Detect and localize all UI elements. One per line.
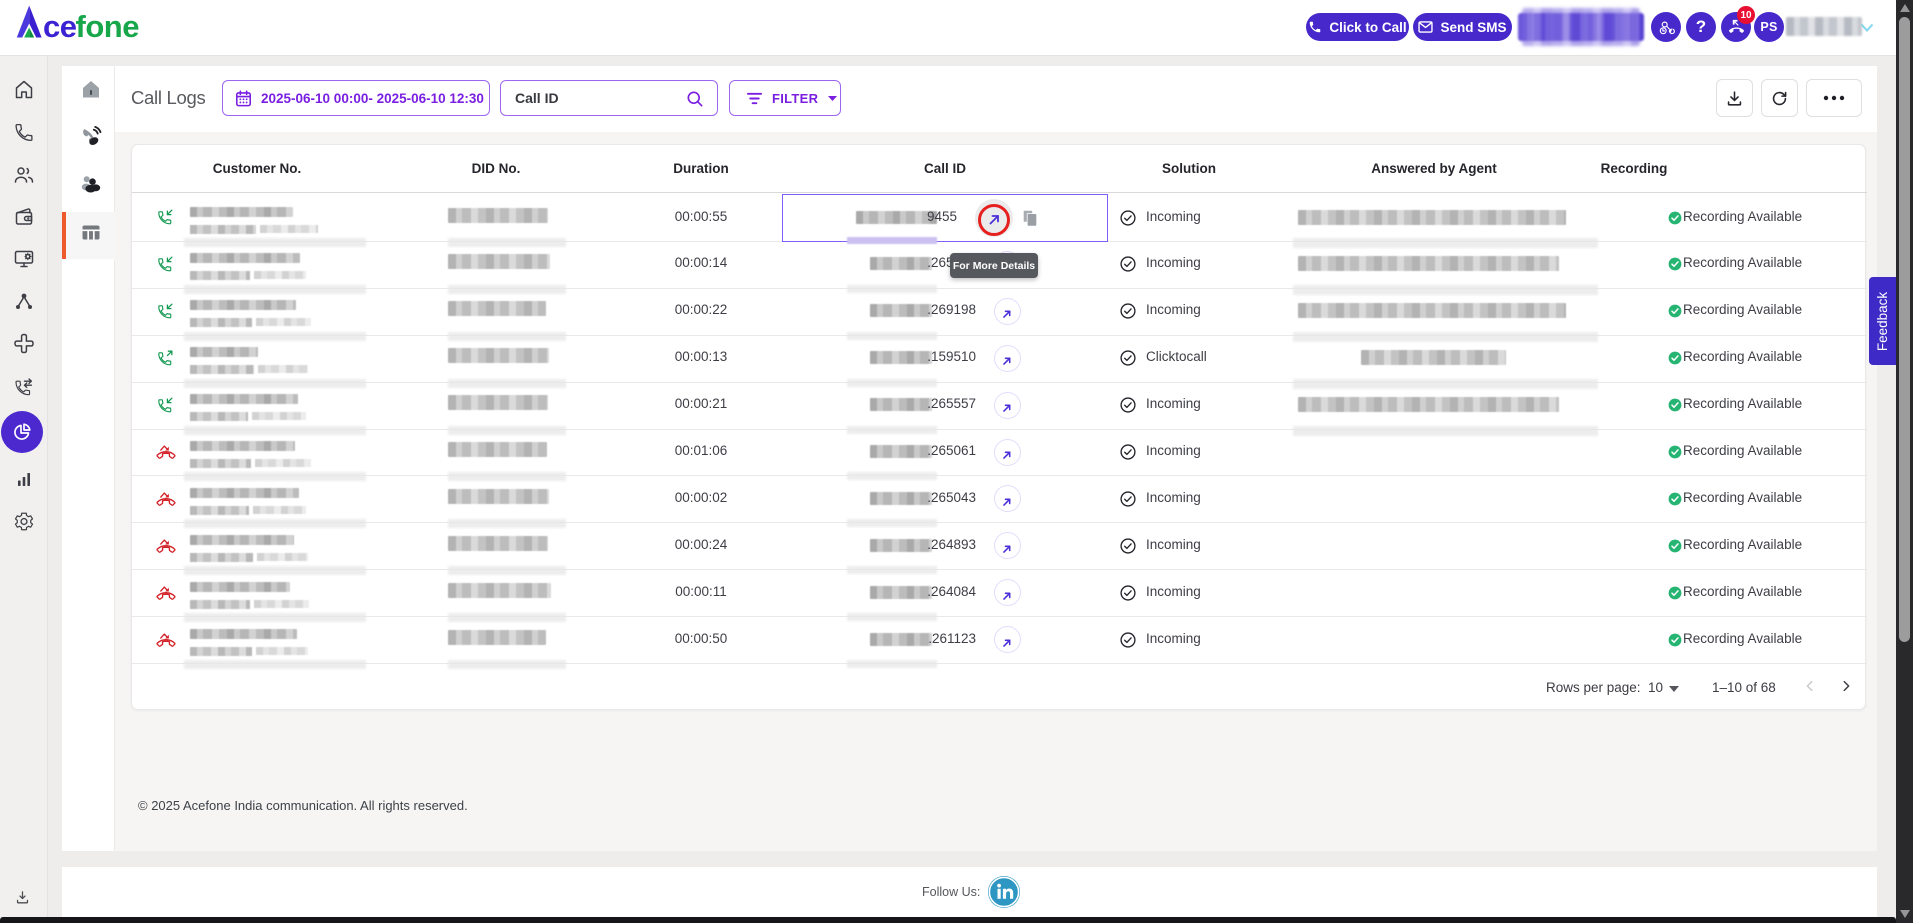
svg-text:fone: fone [76, 9, 140, 44]
svg-text:ce: ce [43, 9, 77, 44]
